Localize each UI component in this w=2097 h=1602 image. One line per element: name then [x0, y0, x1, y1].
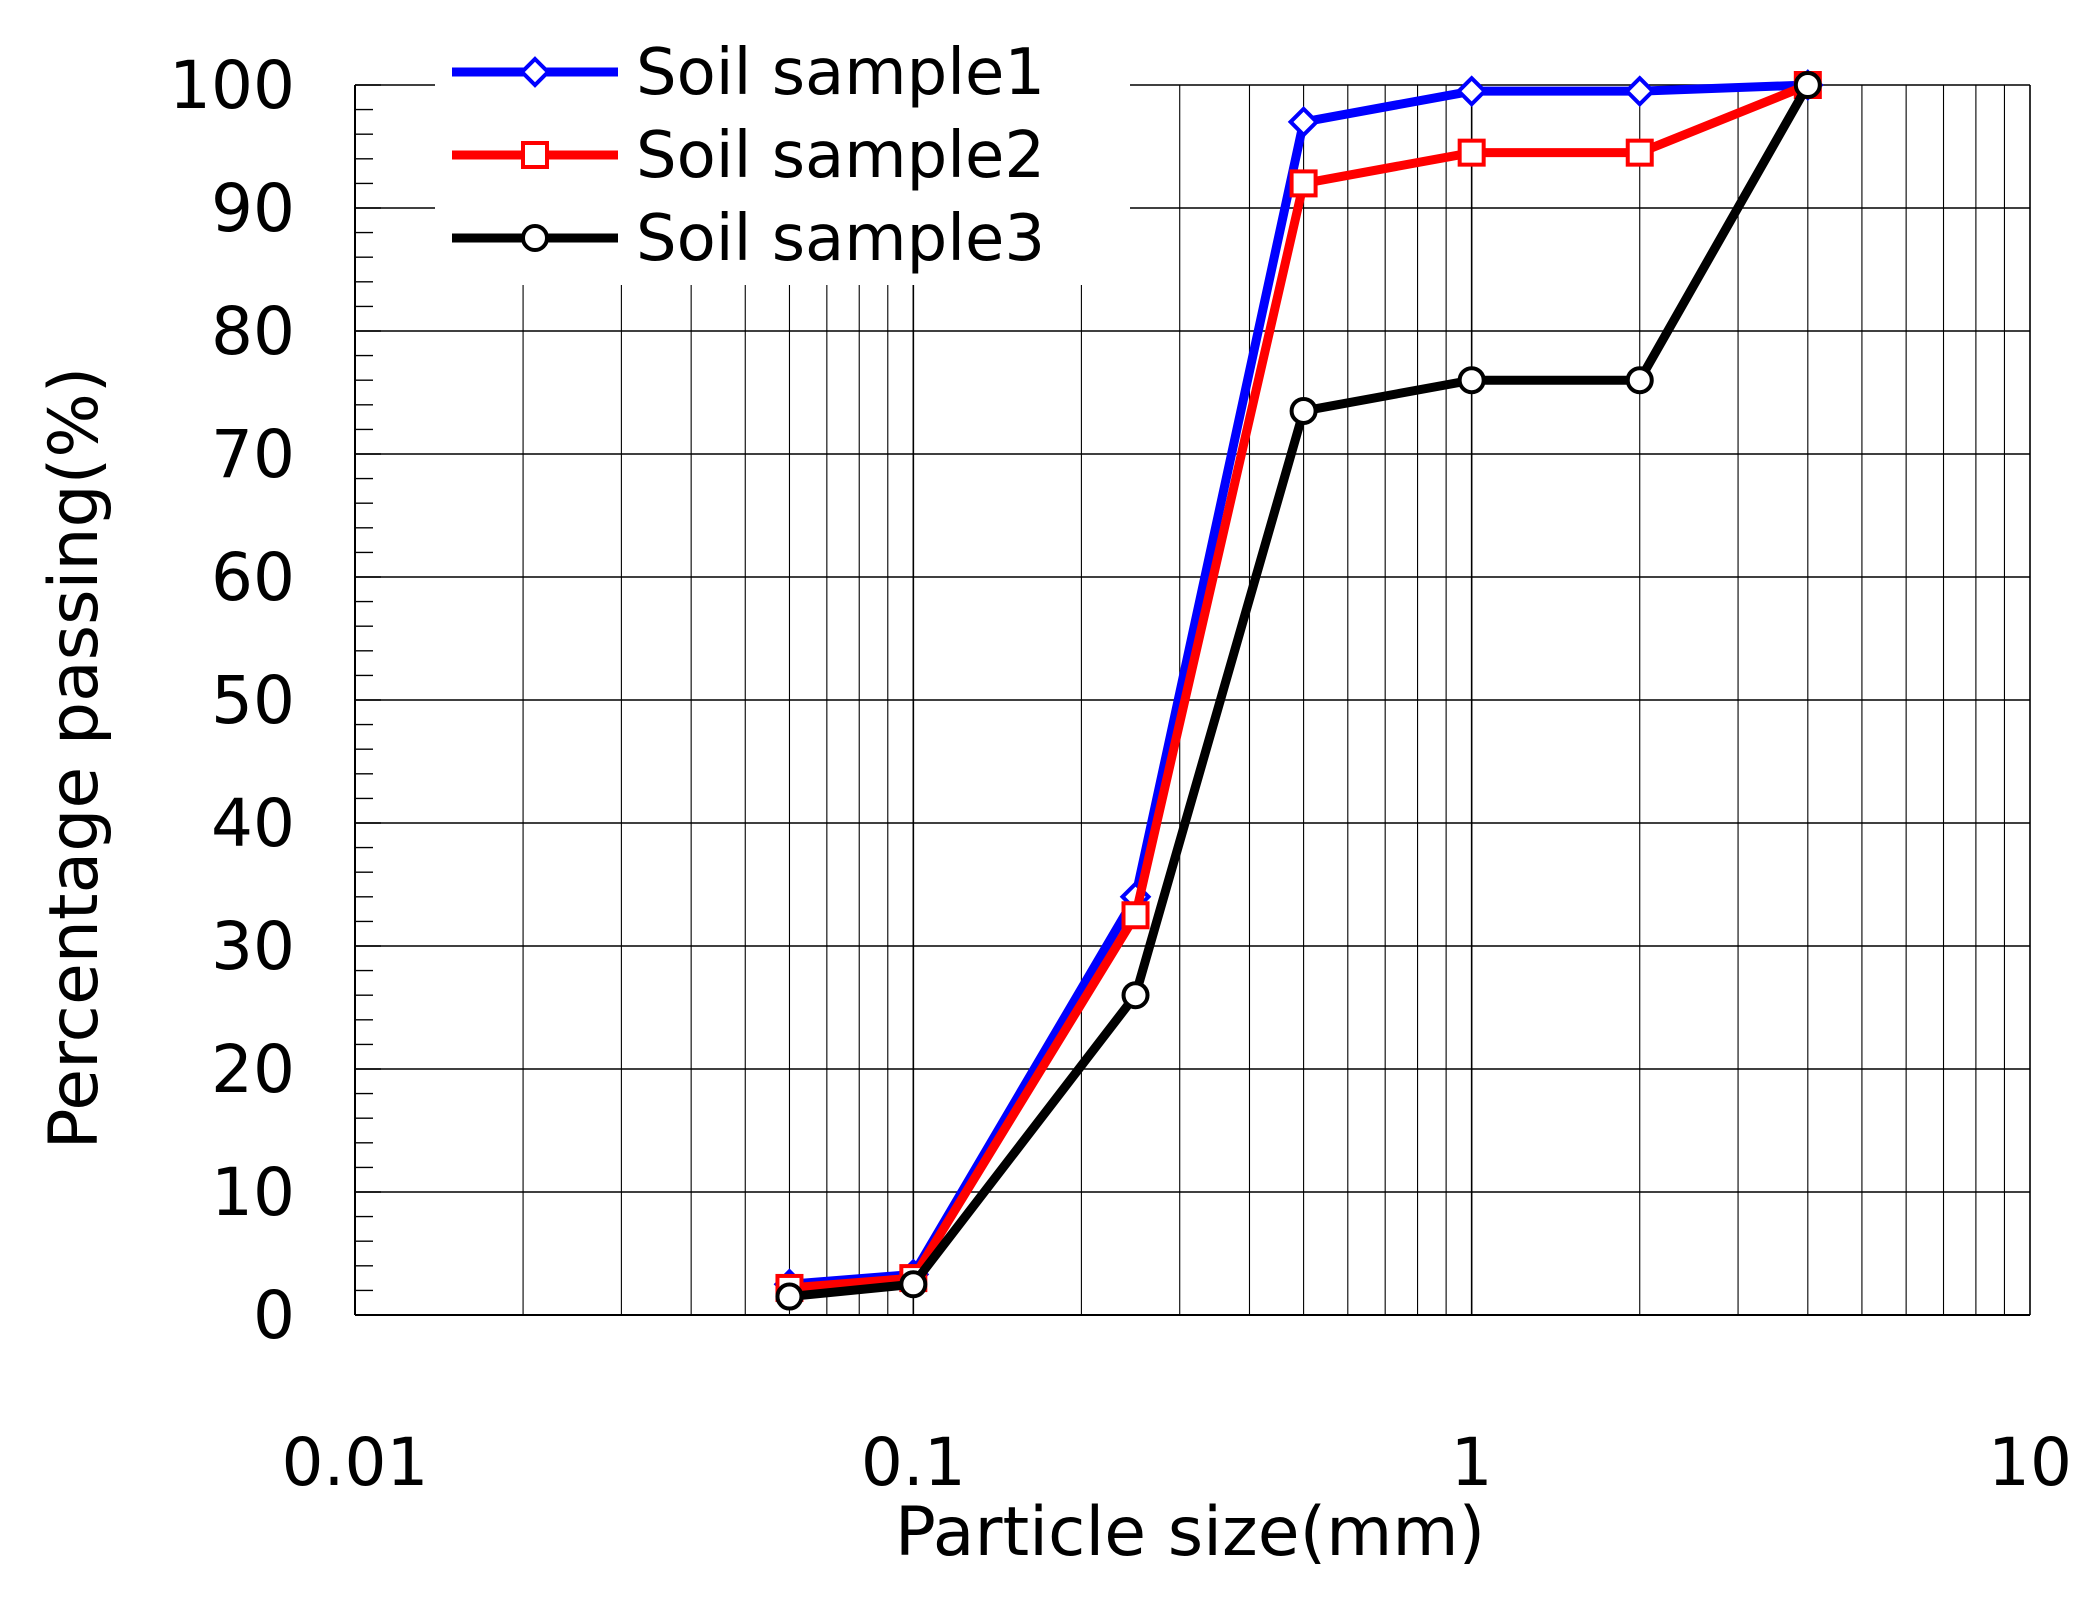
- y-tick-label: 80: [211, 293, 295, 370]
- y-tick-label: 0: [253, 1277, 295, 1354]
- diamond-marker: [1287, 106, 1320, 138]
- x-axis-label: Particle size(mm): [895, 1493, 1485, 1572]
- circle-marker: [1625, 366, 1654, 395]
- legend-label: Soil sample2: [636, 119, 1045, 193]
- x-tick-label: 1: [1451, 1424, 1493, 1501]
- y-tick-label: 60: [211, 539, 295, 616]
- y-tick-label: 20: [211, 1031, 295, 1108]
- series-soil-sample3: [775, 71, 1822, 1311]
- diamond-marker: [519, 56, 551, 88]
- square-marker: [1121, 901, 1150, 930]
- square-marker: [1289, 169, 1318, 198]
- y-tick-label: 30: [211, 908, 295, 985]
- y-axis-label: Percentage passing(%): [35, 367, 114, 1150]
- legend-label: Soil sample1: [636, 36, 1045, 110]
- x-tick-label: 0.01: [282, 1424, 429, 1501]
- square-marker: [521, 141, 549, 169]
- y-tick-label: 70: [211, 416, 295, 493]
- y-tick-label: 50: [211, 662, 295, 739]
- legend-label: Soil sample3: [636, 202, 1045, 276]
- tick-labels: 0 10 20 30 40 50 60 70 80 90 100 0.01 0.1 1 10: [169, 47, 2072, 1501]
- circle-marker: [775, 1282, 804, 1311]
- diamond-marker: [1455, 75, 1488, 107]
- y-tick-label: 10: [211, 1154, 295, 1231]
- x-tick-label: 10: [1988, 1424, 2072, 1501]
- circle-marker: [521, 224, 549, 252]
- y-tick-label: 100: [169, 47, 295, 124]
- y-tick-label: 40: [211, 785, 295, 862]
- legend: Soil sample1 Soil sample2 Soil sample3: [435, 36, 1130, 285]
- legend-box: [435, 40, 1130, 285]
- grid: [355, 84, 2030, 1315]
- legend-item: Soil sample2: [452, 119, 1045, 193]
- square-marker: [1457, 138, 1486, 167]
- square-marker: [1625, 138, 1654, 167]
- circle-marker: [1457, 366, 1486, 395]
- x-tick-label: 0.1: [861, 1424, 966, 1501]
- circle-marker: [1289, 396, 1318, 425]
- circle-marker: [1121, 981, 1150, 1010]
- legend-item: Soil sample3: [452, 202, 1045, 276]
- series-layer: [773, 69, 1824, 1311]
- y-tick-label: 90: [211, 170, 295, 247]
- diamond-marker: [1623, 75, 1656, 107]
- circle-marker: [1793, 71, 1822, 99]
- circle-marker: [899, 1270, 928, 1299]
- legend-item: Soil sample1: [452, 36, 1045, 110]
- axes: [354, 84, 2031, 1316]
